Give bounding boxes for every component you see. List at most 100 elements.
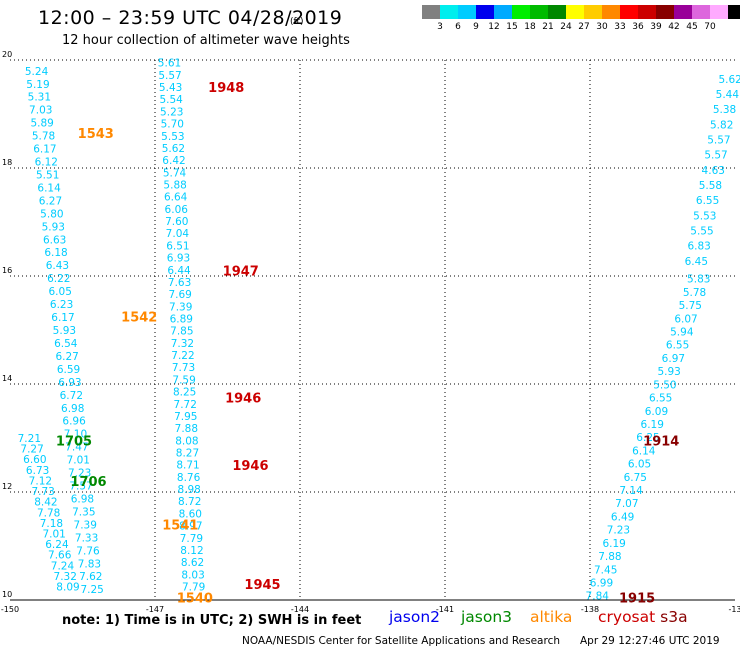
wave-height-value: 6.89: [170, 314, 193, 326]
wave-height-value: 5.51: [36, 169, 59, 181]
wave-height-value: 7.85: [170, 326, 193, 338]
color-scale-swatch: [548, 5, 566, 19]
y-tick-label: 12: [2, 482, 12, 491]
color-scale-label: 33: [614, 22, 626, 32]
wave-height-value: 6.64: [164, 192, 188, 204]
wave-height-value: 7.01: [42, 528, 65, 540]
wave-height-value: 5.43: [159, 82, 182, 94]
color-scale-swatch: [584, 5, 602, 19]
pass-time-label: 1541: [162, 518, 198, 533]
wave-height-value: 5.94: [670, 327, 694, 339]
color-scale-unit: (ft): [290, 17, 304, 27]
wave-height-value: 8.08: [175, 435, 198, 447]
color-scale-swatch: [494, 5, 512, 19]
wave-height-value: 5.23: [160, 106, 183, 118]
color-scale-swatch: [440, 5, 458, 19]
footer-credit: NOAA/NESDIS Center for Satellite Applica…: [242, 635, 560, 647]
wave-height-value: 6.55: [649, 393, 672, 405]
y-tick-label: 18: [2, 158, 12, 167]
wave-height-value: 7.60: [165, 216, 188, 228]
wave-height-value: 6.98: [61, 403, 84, 415]
wave-height-value: 7.62: [79, 571, 102, 583]
color-scale-swatch: [566, 5, 584, 19]
color-scale-label: 30: [596, 22, 608, 32]
color-scale-label: 70: [704, 22, 716, 32]
wave-height-value: 6.55: [666, 340, 689, 352]
color-scale-label: 9: [473, 22, 479, 32]
wave-height-value: 7.47: [65, 442, 88, 454]
color-scale-swatch: [692, 5, 710, 19]
color-scale-swatch: [602, 5, 620, 19]
wave-height-value: 6.19: [641, 419, 664, 431]
wave-height-value: 6.09: [645, 406, 668, 418]
wave-height-value: 6.19: [602, 538, 625, 550]
wave-height-value: 7.32: [54, 571, 77, 583]
pass-time-label: 1542: [121, 311, 157, 326]
legend-jason2: jason2: [389, 608, 441, 626]
wave-height-value: 6.05: [49, 286, 72, 298]
wave-height-value: 6.05: [628, 459, 651, 471]
wave-height-value: 6.12: [35, 157, 58, 169]
wave-height-value: 5.62: [162, 143, 185, 155]
wave-height-value: 6.14: [632, 445, 656, 457]
color-scale-swatch: [422, 5, 440, 19]
wave-height-value: 6.51: [166, 240, 189, 252]
wave-height-value: 6.93: [167, 253, 190, 265]
wave-height-value: 7.88: [598, 551, 621, 563]
wave-height-value: 6.27: [39, 195, 62, 207]
wave-height-value: 5.55: [690, 226, 713, 238]
wave-height-value: 6.49: [611, 511, 634, 523]
color-scale-label: 12: [488, 22, 500, 32]
wave-height-value: 6.73: [26, 465, 49, 477]
wave-height-value: 8.62: [181, 557, 204, 569]
wave-height-value: 5.88: [163, 180, 186, 192]
wave-height-value: 7.63: [168, 277, 191, 289]
wave-height-value: 7.45: [594, 564, 617, 576]
color-scale-label: 18: [524, 22, 536, 32]
wave-height-value: 7.07: [615, 498, 638, 510]
wave-height-value: 5.53: [693, 210, 716, 222]
wave-height-value: 6.93: [58, 377, 81, 389]
wave-height-value: 5.31: [28, 92, 51, 104]
wave-height-value: 6.60: [23, 454, 46, 466]
wave-height-value: 5.53: [161, 131, 184, 143]
wave-height-value: 5.93: [42, 221, 65, 233]
wave-height-value: 8.03: [181, 569, 204, 581]
wave-height-value: 6.45: [685, 256, 708, 268]
wave-height-value: 5.50: [653, 379, 676, 391]
wave-height-value: 5.78: [32, 131, 55, 143]
wave-height-value: 5.75: [679, 300, 702, 312]
wave-height-value: 5.19: [26, 79, 49, 91]
wave-height-value: 6.43: [46, 260, 69, 272]
color-scale-label: 15: [506, 22, 518, 32]
color-scale-label: 27: [578, 22, 590, 32]
wave-height-value: 6.54: [54, 338, 78, 350]
color-scale-swatch: [476, 5, 494, 19]
pass-time-label: 1948: [208, 81, 244, 96]
wave-height-value: 5.70: [161, 119, 184, 131]
wave-height-value: 6.22: [47, 273, 70, 285]
color-scale-label: 36: [632, 22, 644, 32]
color-scale-swatch: [656, 5, 674, 19]
wave-height-value: 8.42: [34, 497, 57, 509]
color-scale-swatch: [620, 5, 638, 19]
wave-height-value: 6.75: [624, 472, 647, 484]
wave-height-value: 5.93: [657, 366, 680, 378]
color-scale-label: 24: [560, 22, 572, 32]
wave-height-value: 7.83: [78, 558, 101, 570]
pass-time-label: 1914: [643, 435, 679, 450]
wave-height-value: 6.97: [662, 353, 685, 365]
wave-height-value: 6.55: [696, 195, 719, 207]
wave-height-value: 7.73: [31, 486, 54, 498]
wave-height-value: 7.84: [586, 591, 610, 603]
wave-height-value: 6.23: [50, 299, 73, 311]
wave-height-value: 6.14: [37, 182, 61, 194]
wave-height-value: 6.06: [165, 204, 189, 216]
wave-height-value: 4.63: [702, 165, 725, 177]
data-tracks: 5.245.195.317.035.895.786.176.125.516.14…: [18, 58, 740, 603]
legend-s3a: s3a: [660, 608, 688, 626]
color-scale-label: 3: [437, 22, 443, 32]
pass-time-label: 1540: [177, 591, 213, 606]
wave-height-value: 7.79: [180, 533, 203, 545]
wave-height-value: 8.09: [56, 582, 79, 594]
